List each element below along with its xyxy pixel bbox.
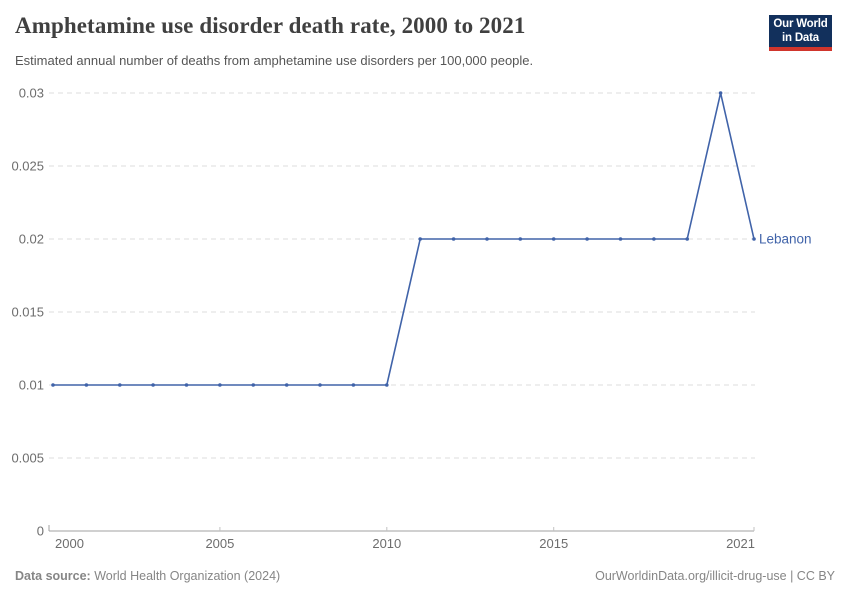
y-tick-label: 0.015 — [11, 305, 44, 320]
data-point — [618, 237, 623, 241]
chart-footer: Data source: World Health Organization (… — [15, 569, 835, 583]
data-source-label: Data source: — [15, 569, 91, 583]
y-tick-label: 0.01 — [19, 378, 44, 393]
data-point — [251, 383, 256, 387]
y-tick-label: 0.005 — [11, 451, 44, 466]
owid-logo: Our World in Data — [769, 15, 832, 51]
series-label-lebanon: Lebanon — [759, 232, 812, 247]
license-note: OurWorldinData.org/illicit-drug-use | CC… — [595, 569, 835, 583]
y-tick-label: 0.025 — [11, 159, 44, 174]
owid-logo-line2: in Data — [782, 31, 819, 44]
y-tick-label: 0 — [37, 524, 44, 539]
data-point — [218, 383, 222, 387]
series-line-lebanon — [52, 92, 755, 386]
data-point — [351, 383, 356, 387]
y-tick-label: 0.02 — [19, 232, 44, 247]
data-point — [518, 237, 523, 241]
data-source-value: World Health Organization (2024) — [94, 569, 281, 583]
x-tick-label: 2021 — [726, 536, 755, 551]
x-tick-label: 2000 — [55, 536, 84, 551]
data-point — [485, 237, 489, 241]
chart-title: Amphetamine use disorder death rate, 200… — [15, 13, 526, 38]
owid-logo-line1: Our World — [773, 18, 828, 30]
data-point — [585, 237, 589, 241]
x-tick-label: 2010 — [372, 536, 401, 551]
data-point — [752, 237, 756, 241]
data-point — [551, 237, 556, 241]
data-source: Data source: World Health Organization (… — [15, 569, 280, 583]
data-point — [318, 383, 322, 387]
data-point — [284, 383, 289, 387]
data-point — [718, 91, 723, 95]
owid-logo-box: Our World in Data — [769, 15, 832, 47]
data-point — [385, 383, 389, 387]
data-point — [451, 237, 456, 241]
data-point — [418, 237, 423, 241]
data-point — [685, 237, 689, 241]
x-tick-label: 2005 — [205, 536, 234, 551]
data-point — [51, 383, 55, 387]
data-point — [84, 383, 89, 387]
data-point — [118, 383, 122, 387]
data-point — [652, 237, 656, 241]
owid-logo-red-bar — [769, 47, 832, 51]
y-tick-label: 0.03 — [19, 86, 44, 101]
x-tick-label: 2015 — [539, 536, 568, 551]
data-point — [151, 383, 155, 387]
chart-subtitle: Estimated annual number of deaths from a… — [15, 53, 534, 68]
data-point — [184, 383, 189, 387]
